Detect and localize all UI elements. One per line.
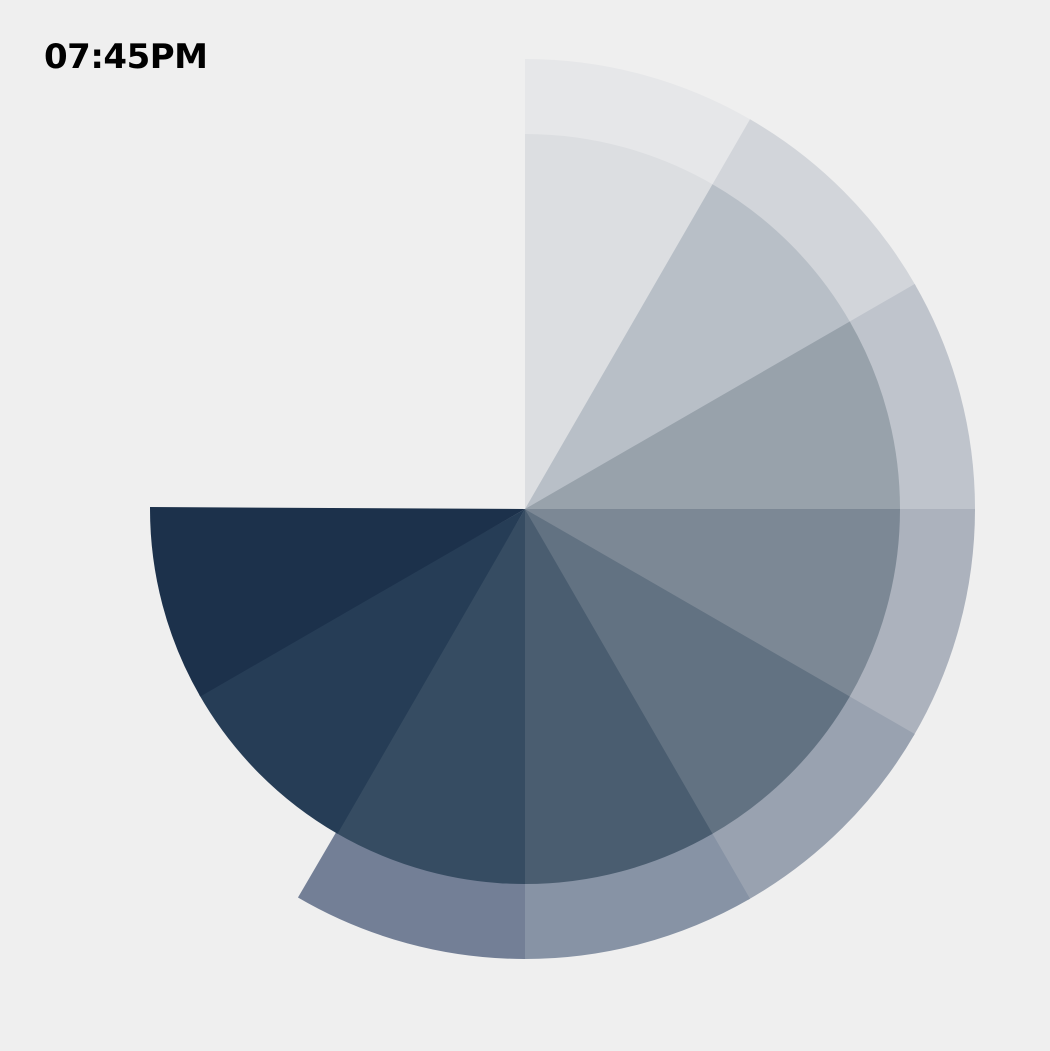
time-readout: 07:45PM [44,37,208,77]
minute-segment-7 [335,509,525,884]
minute-segment-9 [150,507,525,697]
minute-segment-5 [525,509,850,835]
minute-segment-4 [525,509,900,699]
minute-segment-2 [525,184,851,510]
minute-segment-3 [525,321,900,511]
minute-disc [150,134,900,884]
minute-segment-8 [199,509,525,834]
minute-segment-6 [523,509,713,884]
minute-segment-1 [525,134,715,509]
